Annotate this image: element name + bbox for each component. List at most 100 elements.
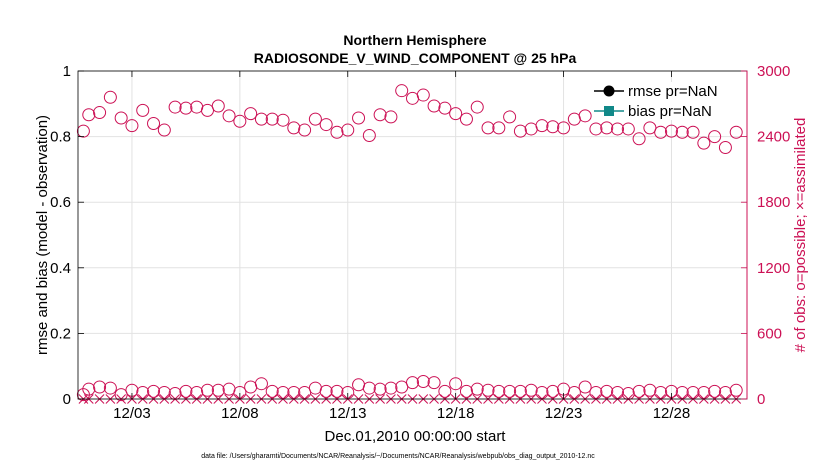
y2-tick-label: 0 bbox=[757, 391, 765, 408]
y-tick-label: 1 bbox=[63, 63, 71, 80]
obs-possible-point bbox=[352, 111, 366, 125]
obs-possible-point bbox=[600, 384, 614, 398]
y-axis-label: rmse and bias (model - observation) bbox=[34, 115, 51, 355]
obs-possible-point bbox=[319, 118, 333, 132]
obs-possible-point bbox=[179, 101, 193, 115]
obs-possible-point bbox=[114, 111, 128, 125]
x-tick-label: 12/23 bbox=[545, 405, 583, 422]
legend-rmse-label: rmse pr=NaN bbox=[628, 83, 718, 100]
obs-possible-point bbox=[147, 384, 161, 398]
obs-possible-point bbox=[481, 383, 495, 397]
obs-possible-point bbox=[254, 377, 268, 391]
obs-possible-point bbox=[686, 125, 700, 139]
obs-possible-point bbox=[330, 384, 344, 398]
obs-possible-point bbox=[492, 384, 506, 398]
obs-possible-point bbox=[211, 99, 225, 113]
obs-possible-point bbox=[298, 123, 312, 137]
legend-bias-marker bbox=[604, 106, 614, 116]
obs-possible-point bbox=[470, 382, 484, 396]
obs-possible-point bbox=[524, 383, 538, 397]
obs-possible-point bbox=[578, 109, 592, 123]
y2-tick-label: 2400 bbox=[757, 129, 790, 146]
obs-possible-point bbox=[546, 384, 560, 398]
obs-possible-point bbox=[546, 120, 560, 134]
y2-tick-label: 600 bbox=[757, 325, 782, 342]
obs-possible-point bbox=[557, 121, 571, 135]
obs-possible-point bbox=[589, 122, 603, 136]
obs-possible-point bbox=[503, 110, 517, 124]
obs-possible-point bbox=[362, 129, 376, 143]
obs-possible-point bbox=[664, 124, 678, 138]
y-tick-label: 0 bbox=[63, 391, 71, 408]
obs-possible-point bbox=[254, 112, 268, 126]
obs-possible-point bbox=[513, 384, 527, 398]
y-tick-label: 0.4 bbox=[50, 260, 71, 277]
obs-possible-point bbox=[395, 84, 409, 98]
obs-possible-point bbox=[708, 130, 722, 144]
obs-possible-point bbox=[76, 124, 90, 138]
x-tick-label: 12/28 bbox=[653, 405, 691, 422]
obs-possible-point bbox=[362, 381, 376, 395]
chart-subtitle: RADIOSONDE_V_WIND_COMPONENT @ 25 hPa bbox=[254, 50, 577, 66]
obs-possible-point bbox=[136, 103, 150, 117]
obs-possible-point bbox=[481, 121, 495, 135]
legend-box bbox=[593, 82, 733, 120]
obs-possible-point bbox=[654, 125, 668, 139]
obs-possible-point bbox=[287, 121, 301, 135]
obs-possible-point bbox=[233, 114, 247, 128]
obs-possible-point bbox=[470, 100, 484, 114]
obs-possible-point bbox=[459, 112, 473, 126]
obs-possible-point bbox=[244, 107, 258, 121]
y2-tick-label: 3000 bbox=[757, 63, 790, 80]
obs-possible-point bbox=[503, 384, 517, 398]
y2-tick-label: 1800 bbox=[757, 194, 790, 211]
y-tick-label: 0.2 bbox=[50, 325, 71, 342]
series-1 bbox=[76, 375, 743, 402]
obs-possible-point bbox=[82, 382, 96, 396]
obs-possible-point bbox=[459, 384, 473, 398]
obs-possible-point bbox=[200, 383, 214, 397]
obs-possible-point bbox=[373, 382, 387, 396]
x-tick-label: 12/13 bbox=[329, 405, 367, 422]
x-tick-label: 12/08 bbox=[221, 405, 259, 422]
axis-ticks: 12/03 12/08 12/13 12/18 12/23 12/28 0 0.2 0.4 0.6… bbox=[50, 63, 790, 422]
obs-possible-point bbox=[384, 110, 398, 124]
obs-possible-point bbox=[222, 109, 236, 123]
legend-rmse-marker bbox=[603, 85, 615, 97]
obs-possible-point bbox=[265, 384, 279, 398]
obs-possible-point bbox=[103, 381, 117, 395]
obs-possible-point bbox=[600, 121, 614, 135]
obs-possible-point bbox=[513, 124, 527, 138]
obs-possible-point bbox=[276, 113, 290, 127]
y2-axis-label: # of obs: o=possible; ×=assimilated bbox=[792, 118, 809, 353]
obs-possible-point bbox=[427, 376, 441, 390]
x-tick-label: 12/03 bbox=[113, 405, 151, 422]
obs-possible-point bbox=[82, 108, 96, 122]
obs-possible-point bbox=[93, 106, 107, 120]
obs-possible-point bbox=[157, 123, 171, 137]
legend-bias-label: bias pr=NaN bbox=[628, 103, 712, 120]
obs-possible-point bbox=[621, 122, 635, 136]
y-tick-label: 0.8 bbox=[50, 129, 71, 146]
obs-possible-point bbox=[729, 383, 743, 397]
obs-possible-point bbox=[125, 119, 139, 133]
obs-possible-point bbox=[632, 384, 646, 398]
obs-possible-point bbox=[718, 141, 732, 155]
obs-possible-point bbox=[675, 125, 689, 139]
obs-possible-point bbox=[319, 384, 333, 398]
obs-possible-point bbox=[179, 384, 193, 398]
obs-possible-point bbox=[406, 376, 419, 390]
obs-possible-point bbox=[76, 388, 90, 402]
obs-possible-point bbox=[643, 383, 657, 397]
obs-possible-point bbox=[449, 107, 463, 121]
obs-possible-point bbox=[492, 121, 506, 135]
y2-tick-label: 1200 bbox=[757, 260, 790, 277]
obs-possible-point bbox=[308, 112, 322, 126]
x-axis-label: Dec.01,2010 00:00:00 start bbox=[325, 428, 507, 445]
obs-possible-point bbox=[147, 116, 161, 130]
obs-possible-point bbox=[416, 375, 430, 389]
obs-possible-point bbox=[611, 122, 625, 136]
x-tick-label: 12/18 bbox=[437, 405, 475, 422]
chart-title: Northern Hemisphere bbox=[343, 32, 486, 48]
